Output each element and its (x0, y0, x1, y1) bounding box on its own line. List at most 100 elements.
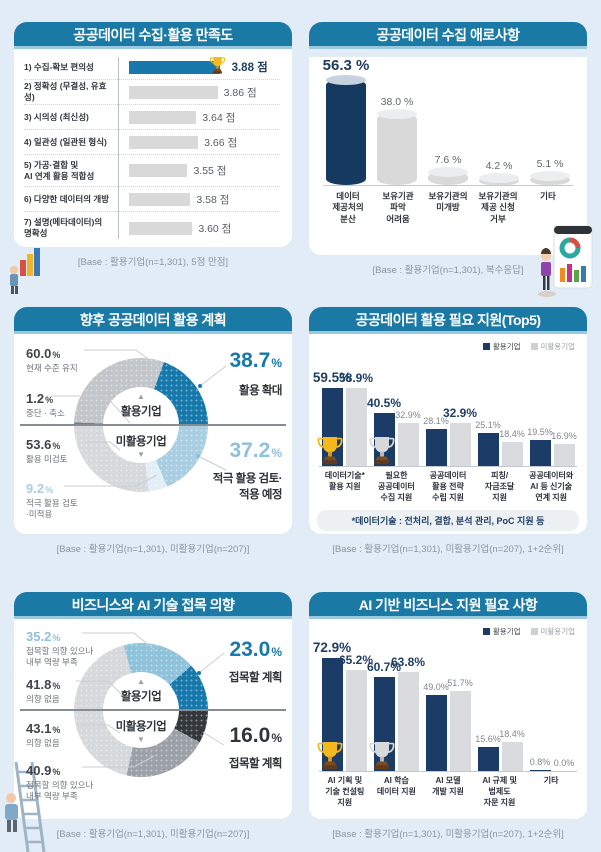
segment-desc: 의향 없음 (26, 694, 60, 704)
category-label: 데이터 제공처의 분산 (332, 191, 364, 224)
bar-column: 4.2 % (476, 57, 522, 185)
bar (477, 746, 499, 771)
gold-trophy-icon (317, 437, 343, 465)
category-label: 공공데이터와 AI 등 신기술 연계 지원 (529, 471, 574, 502)
silver-trophy-icon (369, 437, 395, 465)
category-label: 필요한 공공데이터 수집 지원 (377, 471, 415, 502)
segment-pct-major: 16.0% (229, 724, 282, 747)
bar (377, 109, 417, 185)
ai-intention-chart: ▲ 활용기업 미활용기업 ▼ 35.2% 접목할 의향 있으나 내부 역량 부족 4… (14, 619, 292, 819)
category-label: 보유기관의 제공 신청 거부 (478, 191, 518, 224)
value-label: 58.9% (338, 371, 374, 386)
base-caption: [Base : 활용기업(n=1,301), 미활용기업(n=207), 1+2… (332, 829, 564, 840)
category-label: 4) 일관성 (일관된 형식) (24, 136, 107, 147)
future-plan-chart: ▲ 활용기업 미활용기업 ▼ 60.0% 현재 수준 유지 1.2% 중단 · 축소… (14, 334, 292, 534)
table-row: 3) 시의성 (최신성) 3.64 점 (24, 105, 280, 130)
segment-pct: 53.6% (26, 437, 61, 452)
bar (425, 428, 447, 466)
bar (479, 173, 519, 185)
legend-swatch (530, 343, 538, 350)
category-label: 3) 시의성 (최신성) (24, 111, 89, 122)
value-label: 3.60 점 (198, 222, 232, 235)
table-row: 7) 설명(메타데이터)의 명확성 3.60 점 (24, 212, 280, 244)
bar-track: 3.86 점 (129, 80, 280, 104)
donut-center-labels: ▲ 활용기업 미활용기업 ▼ (74, 643, 208, 777)
gold-trophy-icon (317, 742, 343, 770)
category-label: AI 학습 데이터 지원 (376, 776, 416, 796)
value-label: 38.0 % (380, 96, 414, 109)
base-caption: [Base : 활용기업(n=1,301), 5점 만점] (77, 257, 229, 268)
legend-item: 미활용기업 (530, 341, 576, 352)
value-label: 3.66 점 (204, 136, 238, 149)
bar-group: 15.6% 18.4% (475, 639, 525, 771)
difficulties-chart: 56.3 % 38.0 % 7.6 % 4.2 % 5.1 % 데이터 제공처의… (309, 57, 587, 255)
bar-column: 56.3 % (323, 57, 369, 185)
legend-swatch (482, 343, 490, 350)
group-label-top: 활용기업 (120, 691, 162, 703)
panel-title: AI 기반 비즈니스 지원 필요 사항 (309, 592, 587, 619)
leader-lines (76, 632, 225, 768)
category-labels: 데이터 제공처의 분산 보유기관 파악 어려움 보유기관의 미개방 보유기관의 … (323, 191, 573, 225)
panel-support-top5: 공공데이터 활용 필요 지원(Top5) 활용기업 미활용기업 59.5% 58… (309, 307, 587, 555)
bar-column: 7.6 % (425, 57, 471, 185)
decoration-person-on-ladder (5, 762, 46, 852)
bar (425, 694, 447, 771)
panel-ai-support: AI 기반 비즈니스 지원 필요 사항 활용기업 미활용기업 72.9% 65.… (309, 592, 587, 840)
bar-track: 3.58 점 (129, 187, 280, 211)
table-row: 6) 다양한 데이터의 개방 3.58 점 (24, 187, 280, 212)
value-label: 32.9% (442, 405, 478, 420)
segment-desc: 접목할 의향 있으나 내부 역량 부족 (26, 780, 94, 802)
category-label: 2) 정확성 (무결성, 유효성) (24, 81, 107, 102)
bar-track: 3.88 점 (129, 55, 280, 79)
bar (326, 75, 366, 185)
bar-highlight (129, 56, 225, 74)
segment-pct-major: 23.0% (229, 638, 282, 661)
value-label: 18.4% (499, 729, 525, 740)
category-label: 6) 다양한 데이터의 개방 (24, 193, 110, 204)
value-label: 56.3 % (322, 57, 370, 75)
footnote: *데이터기술 : 전처리, 결합, 분석 관리, PoC 지원 등 (317, 510, 579, 532)
value-label: 60.7% (366, 659, 402, 674)
decoration-person-with-chart (10, 248, 40, 294)
base-caption: [Base : 활용기업(n=1,301), 미활용기업(n=207), 1+2… (332, 544, 564, 555)
panel-title: 공공데이터 수집·활용 만족도 (14, 22, 292, 49)
value-label: 3.55 점 (193, 165, 227, 177)
bar (397, 422, 419, 466)
down-triangle-icon: ▼ (137, 450, 145, 459)
bar-group: 25.1% 18.4% (475, 354, 525, 466)
legend: 활용기업 미활용기업 (309, 334, 587, 352)
panel-difficulties: 공공데이터 수집 애로사항 56.3 % 38.0 % 7.6 % 4.2 % … (309, 22, 587, 276)
legend-item: 활용기업 (482, 341, 521, 352)
panel-title: 공공데이터 수집 애로사항 (309, 22, 587, 49)
segment-desc: 접목할 계획 (228, 758, 283, 770)
bar (397, 671, 419, 771)
base-caption: [Base : 활용기업(n=1,301), 복수응답] (372, 265, 524, 276)
leader-lines (52, 349, 227, 487)
segment-pct: 43.1% (26, 721, 61, 736)
value-label: 59.5% (312, 369, 352, 385)
table-row: 2) 정확성 (무결성, 유효성) 3.86 점 (24, 80, 280, 105)
category-label: AI 규제 및 법제도 자문 지원 (482, 776, 517, 807)
bar-column: 38.0 % (374, 57, 420, 185)
legend-label: 미활용기업 (540, 342, 576, 351)
value-label: 72.9% (312, 639, 352, 655)
bar (428, 166, 468, 185)
value-label: 40.5% (366, 395, 402, 410)
bar-track: 3.66 점 (129, 130, 280, 154)
segment-desc: 접목할 의향 있으나 내부 역량 부족 (26, 646, 94, 668)
segment-pct: 1.2% (26, 391, 54, 406)
bar (129, 135, 199, 149)
category-label: 5) 가공·결합 및 AI 연계 활용 적합성 (24, 159, 95, 181)
legend-swatch (530, 628, 538, 635)
bar (345, 669, 367, 771)
base-caption: [Base : 활용기업(n=1,301), 미활용기업(n=207)] (56, 544, 250, 555)
value-label: 49.0% (423, 681, 449, 692)
segment-desc: 중단 · 축소 (26, 408, 65, 418)
panel-title: 공공데이터 활용 필요 지원(Top5) (309, 307, 587, 334)
category-label: 공공데이터 활용 전략 수립 지원 (429, 471, 467, 502)
half-divider-line (20, 709, 286, 711)
bar (501, 441, 523, 466)
category-label: 보유기관의 미개방 (428, 191, 468, 213)
legend-item: 미활용기업 (530, 626, 575, 637)
decoration-person-with-dashboard (538, 225, 593, 297)
